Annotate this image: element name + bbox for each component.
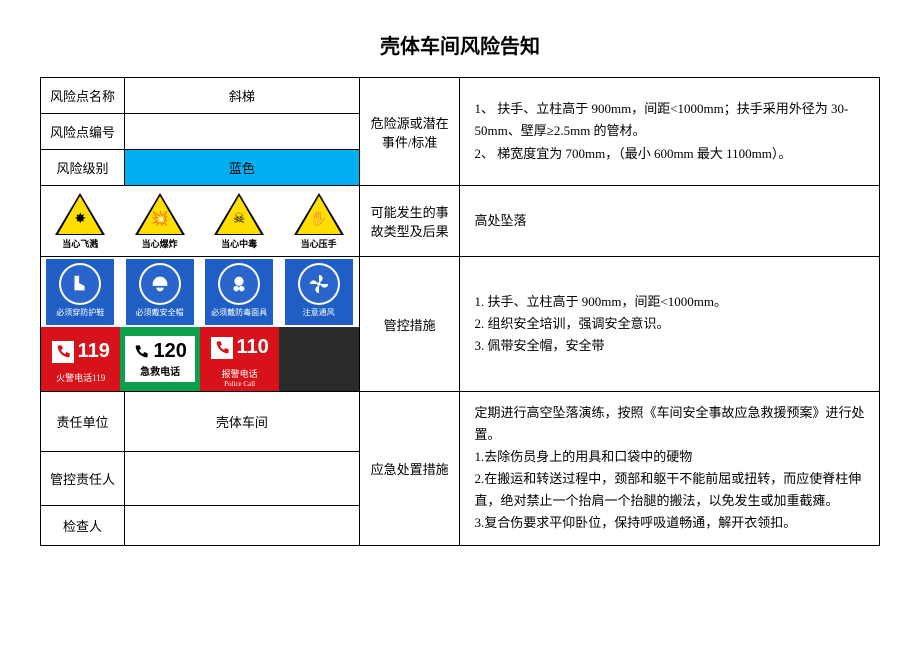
warn-label: 当心飞溅 xyxy=(62,237,98,250)
phone-icon xyxy=(133,344,149,360)
value-risk-no xyxy=(124,114,359,150)
phone-icon xyxy=(52,341,74,363)
warning-signs-row: ✸ 当心飞溅 💥 当心爆炸 ☠ 当心中毒 xyxy=(41,186,360,257)
value-hazard-std: 1、 扶手、立柱高于 900mm，间距<1000mm；扶手采用外径为 30-50… xyxy=(460,78,880,186)
warning-triangle-icon: ✋ xyxy=(294,193,344,235)
value-emergency: 定期进行高空坠落演练，按照《车间安全事故应急救援预案》进行处置。1.去除伤员身上… xyxy=(460,392,880,546)
value-risk-name: 斜梯 xyxy=(124,78,359,114)
phone-number: 119 xyxy=(78,340,110,363)
label-risk-level: 风险级别 xyxy=(41,150,125,186)
phone-number: 120 xyxy=(153,340,186,363)
value-inspector xyxy=(124,505,359,545)
mand-label: 必须戴防毒面具 xyxy=(211,307,267,318)
mandatory-and-phone-row: 必须穿防护鞋 必须戴安全帽 xyxy=(41,257,360,392)
warn-label: 当心压手 xyxy=(301,237,337,250)
helmet-icon xyxy=(141,265,179,303)
value-resp-person xyxy=(124,451,359,505)
label-emergency: 应急处置措施 xyxy=(359,392,460,546)
value-accident-type: 高处坠落 xyxy=(460,186,880,257)
phone-spacer xyxy=(279,327,358,391)
boot-icon xyxy=(61,265,99,303)
label-control-measures: 管控措施 xyxy=(359,257,460,392)
value-risk-level: 蓝色 xyxy=(124,150,359,186)
warn-sign-poison: ☠ 当心中毒 xyxy=(200,186,279,256)
label-risk-name: 风险点名称 xyxy=(41,78,125,114)
warning-triangle-icon: ✸ xyxy=(55,193,105,235)
mand-sign-helmet: 必须戴安全帽 xyxy=(120,257,199,327)
label-resp-person: 管控责任人 xyxy=(41,451,125,505)
warn-sign-explosion: 💥 当心爆炸 xyxy=(120,186,199,256)
value-resp-unit: 壳体车间 xyxy=(124,392,359,452)
warn-sign-splash: ✸ 当心飞溅 xyxy=(41,186,120,256)
phone-icon xyxy=(211,337,233,359)
label-inspector: 检查人 xyxy=(41,505,125,545)
phone-110: 110 报警电话 Police Call xyxy=(200,327,279,391)
phone-label: 报警电话 xyxy=(222,367,258,380)
value-control-measures: 1. 扶手、立柱高于 900mm，间距<1000mm。2. 组织安全培训，强调安… xyxy=(460,257,880,392)
mand-label: 必须穿防护鞋 xyxy=(56,307,104,318)
phone-number: 110 xyxy=(237,336,269,359)
mand-sign-boot: 必须穿防护鞋 xyxy=(41,257,120,327)
warn-sign-crush: ✋ 当心压手 xyxy=(279,186,358,256)
mask-icon xyxy=(220,265,258,303)
label-accident-type: 可能发生的事故类型及后果 xyxy=(359,186,460,257)
phone-120: 120 急救电话 xyxy=(120,327,199,391)
warn-label: 当心爆炸 xyxy=(142,237,178,250)
mand-sign-fan: 注意通风 xyxy=(279,257,358,327)
phone-sublabel: Police Call xyxy=(224,380,255,388)
warning-triangle-icon: ☠ xyxy=(214,193,264,235)
label-risk-no: 风险点编号 xyxy=(41,114,125,150)
phone-label: 火警电话119 xyxy=(56,371,105,384)
risk-table: 风险点名称 斜梯 危险源或潜在事件/标准 1、 扶手、立柱高于 900mm，间距… xyxy=(40,77,880,546)
label-hazard-std: 危险源或潜在事件/标准 xyxy=(359,78,460,186)
mand-label: 注意通风 xyxy=(303,307,335,318)
page-title: 壳体车间风险告知 xyxy=(40,30,880,59)
label-resp-unit: 责任单位 xyxy=(41,392,125,452)
warn-label: 当心中毒 xyxy=(221,237,257,250)
phone-119: 119 火警电话119 xyxy=(41,327,120,391)
fan-icon xyxy=(300,265,338,303)
warning-triangle-icon: 💥 xyxy=(135,193,185,235)
phone-label: 急救电话 xyxy=(140,363,180,378)
mand-sign-mask: 必须戴防毒面具 xyxy=(200,257,279,327)
mand-label: 必须戴安全帽 xyxy=(136,307,184,318)
